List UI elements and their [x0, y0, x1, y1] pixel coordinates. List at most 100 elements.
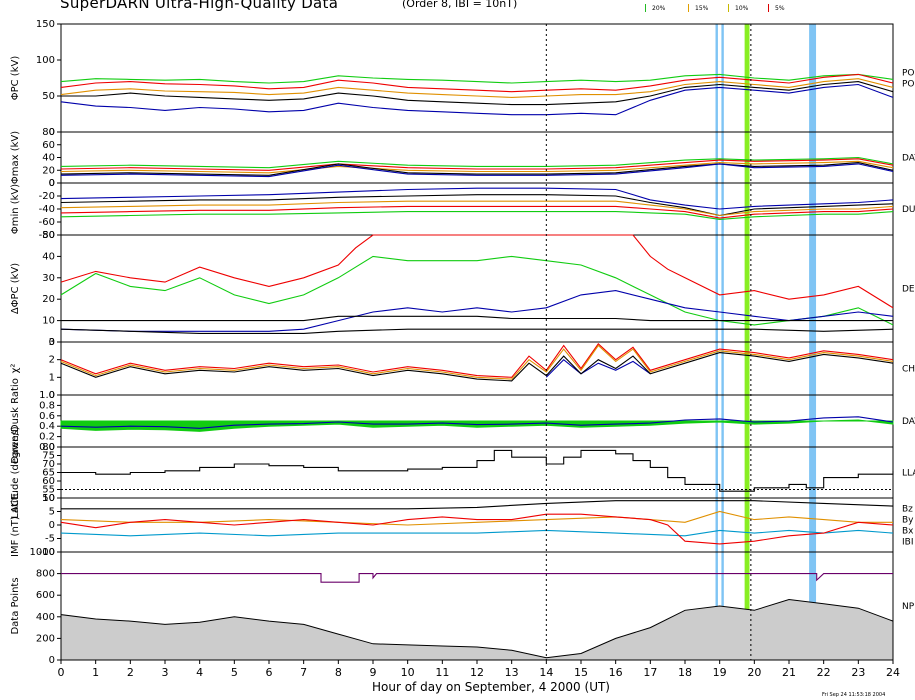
threshold-swatch	[688, 4, 689, 12]
x-tick-label: 24	[886, 666, 900, 679]
y-tick-label: 0	[49, 390, 55, 401]
series-line	[60, 416, 894, 429]
x-tick-label: 22	[817, 666, 831, 679]
series-line	[60, 83, 894, 116]
x-tick-label: 4	[196, 666, 203, 679]
series-area	[60, 598, 894, 661]
series-line	[60, 290, 894, 332]
panel-frame	[60, 23, 894, 133]
panel-side-label: Bz	[902, 505, 913, 515]
x-tick-label: 18	[678, 666, 692, 679]
y-tick-label: 5	[49, 507, 55, 518]
panel-side-label: DAY	[902, 417, 915, 427]
y-tick-label: 0	[49, 655, 55, 666]
y-tick-label: 10	[42, 316, 55, 327]
x-tick-label: 13	[505, 666, 519, 679]
threshold-swatch	[645, 4, 646, 12]
y-tick-label: -5	[45, 534, 55, 545]
series-line	[61, 573, 893, 583]
series-area	[60, 419, 894, 432]
series-line	[60, 342, 894, 378]
x-tick-label: 19	[713, 666, 727, 679]
y-tick-label: 0.2	[39, 432, 55, 443]
panel-side-label: By	[902, 516, 914, 526]
x-tick-label: 8	[335, 666, 342, 679]
series-line	[60, 529, 894, 537]
y-tick-label: 0.0	[39, 442, 55, 453]
series-line	[61, 81, 894, 106]
series-line	[60, 510, 893, 526]
panel-side-label: Bx	[902, 527, 914, 537]
y-tick-label: 400	[36, 612, 55, 623]
x-tick-label: 10	[401, 666, 415, 679]
series-line	[60, 234, 894, 309]
y-tick-label: -20	[39, 191, 55, 202]
y-tick-label: 1	[49, 372, 55, 383]
threshold-legend-item: 15%	[688, 4, 708, 12]
panel-phi-min: -80 -60 -40 -20 0 Φmin (kV) DU	[10, 178, 915, 241]
x-tick-label: 3	[162, 666, 169, 679]
x-tick-label: 17	[643, 666, 657, 679]
series-line	[60, 200, 894, 217]
y-axis-label: IMF (nT) ACE	[10, 493, 21, 557]
threshold-legend-item: 10%	[728, 4, 748, 12]
series-line	[60, 73, 894, 84]
series-line	[60, 187, 894, 210]
panel-chi2: 0 1 2 3 χ² CH	[10, 337, 915, 401]
x-tick-label: 23	[851, 666, 865, 679]
panel-side-label: IBI	[902, 538, 913, 548]
y-tick-label: 10	[42, 493, 55, 504]
y-axis-label: Φmax (kV)	[10, 131, 21, 184]
threshold-label: 5%	[775, 5, 785, 12]
y-tick-label: 0	[49, 520, 55, 531]
x-axis: 0 1 2 3 4 5 6 7 8 9 10 11 12 13 14 15 16 17 18 19 20 21 22 23 24	[58, 660, 900, 679]
y-tick-label: 150	[36, 19, 55, 30]
y-tick-label: 100	[36, 55, 55, 66]
series-line	[61, 500, 894, 510]
threshold-legend-item: 5%	[768, 4, 785, 12]
y-axis-label: ΔΦPC (kV)	[10, 263, 21, 314]
y-tick-label: 40	[42, 251, 55, 262]
series-line	[60, 352, 894, 382]
series-line	[60, 211, 894, 220]
x-tick-label: 11	[435, 666, 449, 679]
panel-frame	[60, 446, 894, 499]
series-line	[60, 344, 894, 380]
y-tick-label: 50	[42, 91, 55, 102]
y-tick-label: 0	[49, 337, 55, 348]
y-tick-label: 0.4	[39, 421, 55, 432]
y-tick-label: 80	[42, 127, 55, 138]
y-axis-label: Φmin (kV)	[10, 184, 21, 234]
x-tick-label: 15	[574, 666, 588, 679]
panel-frame	[60, 234, 894, 343]
chart-subtitle: (Order 8, IBI = 10nT)	[402, 0, 518, 10]
panel-side-label: LLA	[902, 469, 915, 479]
panel-data-points: 0 200 400 600 800 1000 Data Points NP	[10, 547, 915, 666]
y-axis-label: Latitude (degrees)	[10, 426, 21, 518]
y-tick-label: -10	[39, 547, 55, 558]
panel-frame	[60, 497, 894, 553]
x-tick-label: 1	[92, 666, 99, 679]
x-tick-label: 7	[300, 666, 307, 679]
y-tick-label: -40	[39, 204, 55, 215]
y-tick-label: 1000	[30, 547, 55, 558]
y-tick-label: 0.8	[39, 400, 55, 411]
x-tick-label: 2	[127, 666, 134, 679]
chart-title: SuperDARN Ultra-High-Quality Data	[60, 0, 339, 12]
threshold-label: 10%	[735, 5, 749, 12]
y-tick-label: 200	[36, 633, 55, 644]
x-tick-label: 14	[539, 666, 553, 679]
y-tick-label: 40	[42, 153, 55, 164]
y-tick-label: 1.0	[39, 390, 55, 401]
y-tick-label: 30	[42, 273, 55, 284]
x-tick-label: 20	[747, 666, 761, 679]
panel-side-label: CH	[902, 365, 915, 375]
threshold-legend-item: 20%	[645, 4, 665, 12]
series-line	[61, 315, 893, 322]
threshold-swatch	[728, 4, 729, 12]
